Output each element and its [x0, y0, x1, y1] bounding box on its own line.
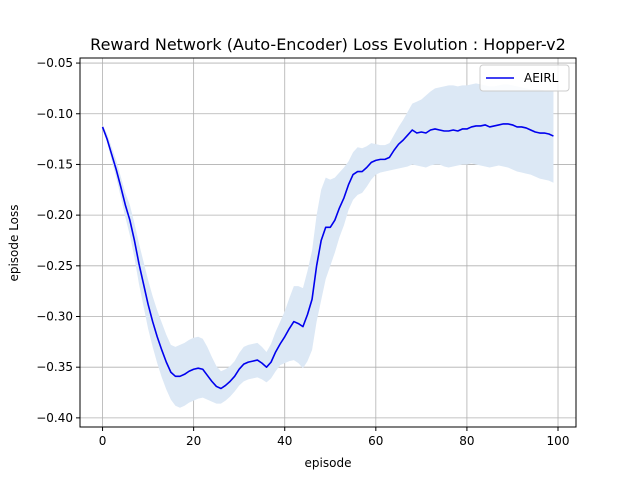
y-tick-label: −0.35	[36, 360, 73, 374]
y-tick-label: −0.10	[36, 107, 73, 121]
x-tick-label: 20	[186, 434, 201, 448]
x-tick-label: 0	[99, 434, 107, 448]
y-axis-label: episode Loss	[7, 204, 21, 281]
x-tick-label: 40	[277, 434, 292, 448]
legend-box	[479, 64, 570, 92]
series-line-aeirl	[101, 123, 554, 390]
plot-frame	[79, 57, 577, 428]
std-band	[102, 83, 554, 408]
y-tick-label: −0.05	[36, 56, 73, 70]
y-tick-label: −0.20	[36, 208, 73, 222]
y-tick-label: −0.40	[36, 411, 73, 425]
legend: AEIRL	[479, 64, 570, 92]
legend-label: AEIRL	[524, 71, 559, 85]
x-tick-label: 60	[368, 434, 383, 448]
x-tick-label: 100	[547, 434, 570, 448]
y-tick-label: −0.15	[36, 157, 73, 171]
y-axis: −0.05 −0.10 −0.15 −0.20 −0.25 −0.30 −0.35 −0.40	[36, 56, 80, 425]
x-gridlines	[102, 58, 559, 427]
y-tick-label: −0.30	[36, 310, 73, 324]
x-tick-label: 80	[459, 434, 474, 448]
y-tick-label: −0.25	[36, 259, 73, 273]
x-axis-label: episode	[305, 456, 352, 470]
chart-title: Reward Network (Auto-Encoder) Loss Evolu…	[90, 35, 566, 54]
x-axis: 0 20 40 60 80 100	[99, 427, 570, 448]
